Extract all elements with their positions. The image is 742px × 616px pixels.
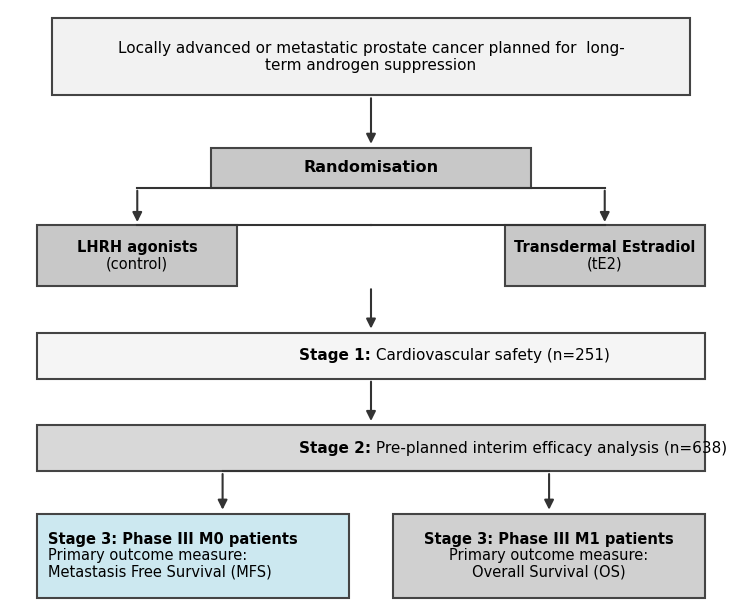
FancyBboxPatch shape (37, 225, 237, 286)
Text: Stage 2:: Stage 2: (299, 440, 371, 456)
Text: Cardiovascular safety (n=251): Cardiovascular safety (n=251) (371, 348, 610, 363)
Text: Metastasis Free Survival (MFS): Metastasis Free Survival (MFS) (48, 565, 272, 580)
FancyBboxPatch shape (37, 333, 705, 379)
Text: term androgen suppression: term androgen suppression (266, 58, 476, 73)
Text: (tE2): (tE2) (587, 256, 623, 271)
FancyBboxPatch shape (211, 148, 531, 188)
Text: Stage 1:: Stage 1: (299, 348, 371, 363)
Text: Locally advanced or metastatic prostate cancer planned for  long-: Locally advanced or metastatic prostate … (118, 41, 624, 56)
Text: Pre-planned interim efficacy analysis (n=638): Pre-planned interim efficacy analysis (n… (371, 440, 727, 456)
FancyBboxPatch shape (37, 425, 705, 471)
Text: (control): (control) (106, 256, 168, 271)
Text: Transdermal Estradiol: Transdermal Estradiol (514, 240, 695, 255)
Text: Primary outcome measure:: Primary outcome measure: (48, 548, 248, 564)
FancyBboxPatch shape (52, 18, 690, 95)
Text: Randomisation: Randomisation (303, 160, 439, 176)
Text: Overall Survival (OS): Overall Survival (OS) (472, 565, 626, 580)
FancyBboxPatch shape (505, 225, 705, 286)
FancyBboxPatch shape (393, 514, 705, 598)
Text: LHRH agonists: LHRH agonists (77, 240, 197, 255)
Text: Stage 3: Phase III M1 patients: Stage 3: Phase III M1 patients (424, 532, 674, 547)
Text: Primary outcome measure:: Primary outcome measure: (450, 548, 649, 564)
Text: Stage 3: Phase III M0 patients: Stage 3: Phase III M0 patients (48, 532, 298, 547)
FancyBboxPatch shape (37, 514, 349, 598)
